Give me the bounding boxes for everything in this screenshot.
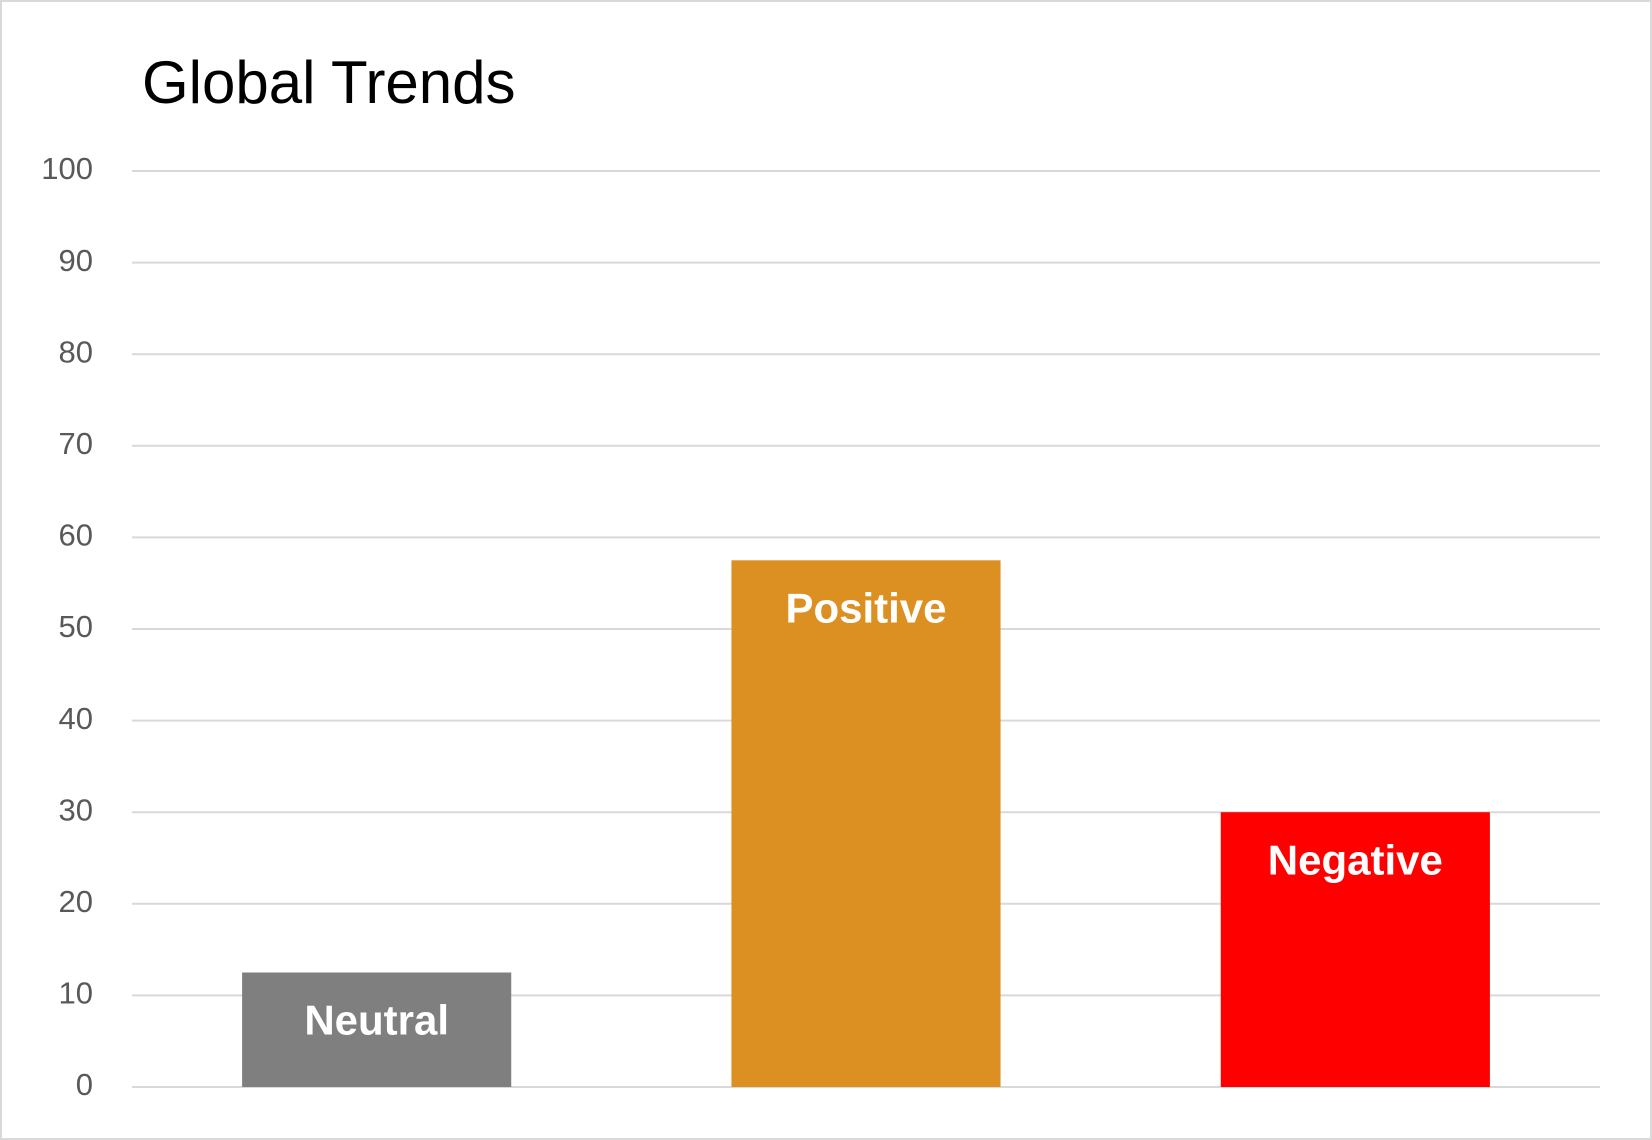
y-tick-label: 80 (59, 334, 93, 369)
bar (731, 560, 1001, 1087)
y-tick-label: 100 (41, 151, 93, 186)
bar-label: Positive (785, 584, 946, 631)
y-tick-label: 20 (59, 884, 93, 919)
chart-title: Global Trends (142, 49, 516, 116)
y-tick-label: 0 (76, 1067, 93, 1102)
y-tick-label: 60 (59, 518, 93, 553)
y-tick-label: 40 (59, 701, 93, 736)
y-tick-label: 50 (59, 609, 93, 644)
bar-label: Neutral (304, 997, 449, 1044)
bar (1220, 812, 1490, 1087)
y-tick-label: 10 (59, 976, 93, 1011)
y-tick-label: 30 (59, 792, 93, 827)
y-tick-label: 90 (59, 243, 93, 278)
bar-label: Negative (1268, 836, 1443, 883)
y-tick-label: 70 (59, 426, 93, 461)
bar (242, 972, 512, 1087)
